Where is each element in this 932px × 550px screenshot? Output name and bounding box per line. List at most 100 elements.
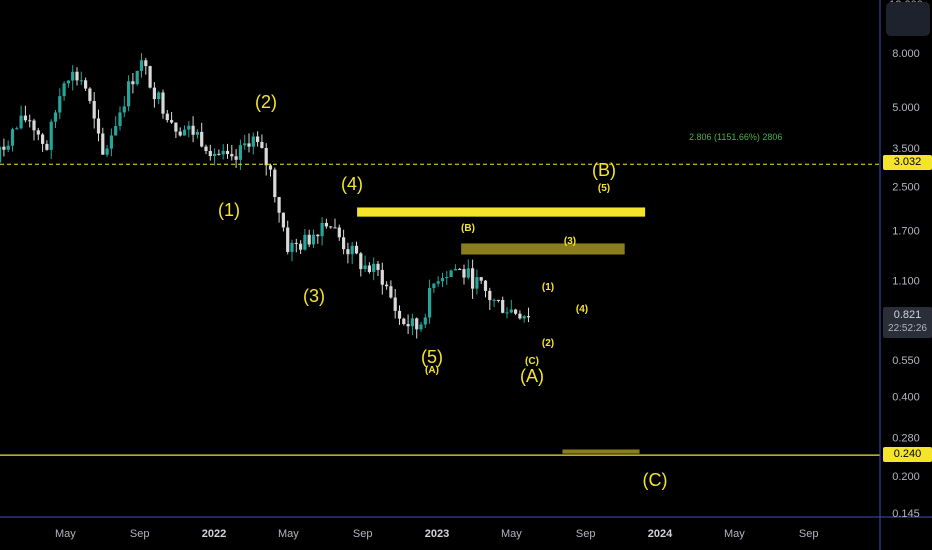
- candle: [397, 305, 402, 325]
- candle: [204, 144, 208, 155]
- candle: [217, 149, 221, 156]
- wave-label: (4): [576, 304, 588, 315]
- candle: [10, 127, 15, 152]
- candle: [436, 276, 440, 287]
- candle: [66, 80, 70, 88]
- bar-countdown: 22:52:26: [888, 323, 927, 334]
- candle: [290, 239, 294, 262]
- candle: [492, 298, 496, 308]
- candle: [449, 269, 453, 278]
- candle: [277, 196, 281, 223]
- candle: [393, 288, 397, 319]
- candle: [28, 114, 32, 128]
- candle: [307, 229, 311, 248]
- candle: [483, 280, 488, 298]
- candle: [273, 167, 277, 203]
- time-tick-label: May: [278, 528, 299, 540]
- candle: [157, 90, 161, 105]
- time-tick-label: 2024: [648, 528, 673, 540]
- candle: [23, 105, 27, 123]
- candle: [389, 280, 393, 299]
- candle: [518, 310, 522, 320]
- candle: [260, 134, 264, 149]
- candle: [346, 242, 350, 264]
- time-tick-label: Sep: [576, 528, 596, 540]
- candle: [256, 131, 260, 147]
- candle: [118, 106, 122, 131]
- price-scale-top-button[interactable]: [886, 2, 930, 36]
- price-tick-label: 0.550: [892, 355, 920, 367]
- candle: [281, 212, 285, 232]
- wave-label: (A): [520, 366, 544, 386]
- candle: [71, 65, 75, 91]
- candle: [238, 139, 242, 171]
- candle: [75, 67, 79, 86]
- candle: [49, 119, 53, 160]
- candle: [350, 241, 354, 264]
- candle: [213, 148, 217, 166]
- price-tag-low-line: 0.240: [883, 447, 932, 462]
- price-tick-label: 5.000: [892, 102, 920, 114]
- candle: [148, 65, 152, 89]
- candle: [372, 257, 376, 281]
- price-tag-last: 0.821 22:52:26: [883, 307, 932, 338]
- candle: [96, 109, 101, 142]
- wave-label: (1): [542, 282, 554, 293]
- candle: [359, 251, 363, 277]
- candle: [165, 109, 169, 123]
- candle: [458, 267, 462, 270]
- candle: [178, 127, 182, 137]
- candle: [376, 260, 380, 276]
- candle: [333, 218, 337, 229]
- candle: [320, 217, 324, 246]
- price-tick-label: 0.145: [892, 508, 920, 520]
- candle: [208, 144, 212, 161]
- zone-dark-upper: [461, 243, 625, 255]
- candle: [496, 299, 500, 303]
- wave-label: (B): [592, 160, 616, 180]
- wave-label: (5): [421, 347, 443, 367]
- candle: [161, 89, 165, 119]
- candle: [471, 259, 475, 299]
- measure-label: 2.806 (1151.66%) 2806: [689, 132, 783, 142]
- candle: [53, 110, 58, 128]
- candle: [135, 70, 139, 86]
- candle: [243, 134, 247, 150]
- price-tick-label: 0.280: [892, 432, 920, 444]
- candle: [419, 321, 423, 332]
- candle: [170, 111, 174, 124]
- candle: [139, 53, 144, 78]
- price-tick-label: 2.500: [892, 181, 920, 193]
- zone-dark-low: [562, 449, 640, 454]
- candle: [294, 238, 298, 253]
- candle: [509, 299, 513, 314]
- price-tick-label: 1.100: [892, 276, 920, 288]
- candle: [41, 132, 45, 152]
- zone-bright: [357, 207, 646, 217]
- candle: [380, 262, 384, 295]
- wave-label: (B): [461, 223, 475, 234]
- candle: [2, 138, 6, 157]
- candle: [501, 296, 505, 314]
- candle: [311, 229, 316, 248]
- candle: [268, 163, 273, 177]
- wave-label: (2): [255, 92, 277, 112]
- candle: [114, 116, 118, 136]
- time-tick-label: 2023: [425, 528, 449, 540]
- time-tick-label: May: [55, 528, 76, 540]
- wave-label: (A): [425, 365, 439, 376]
- candle: [174, 122, 178, 139]
- candle: [329, 226, 333, 229]
- candle: [367, 262, 371, 274]
- candle: [423, 313, 427, 329]
- candle: [19, 105, 23, 130]
- candle: [505, 307, 509, 319]
- candle: [251, 132, 255, 155]
- candle: [466, 259, 470, 280]
- time-tick-label: Sep: [353, 528, 373, 540]
- time-axis[interactable]: May Sep 2022 May Sep 2023 May Sep 2024 May Sep: [55, 528, 819, 540]
- price-tick-label: 8.000: [892, 48, 920, 60]
- candle: [264, 143, 268, 176]
